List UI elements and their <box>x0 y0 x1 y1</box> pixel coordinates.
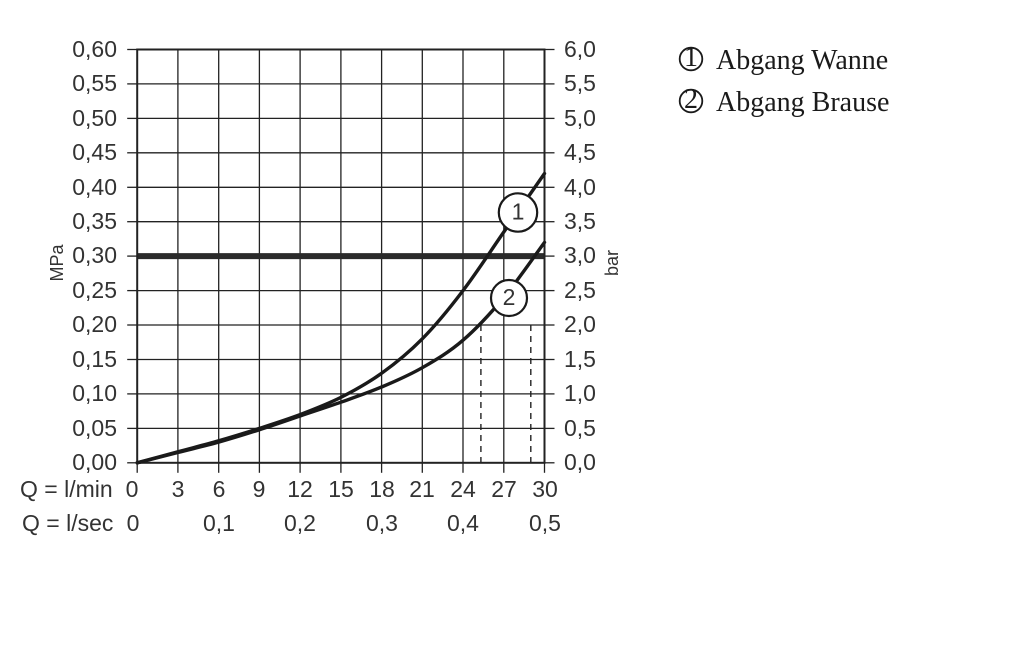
svg-text:0,1: 0,1 <box>203 510 235 536</box>
svg-text:0,4: 0,4 <box>447 510 479 536</box>
svg-text:Q = l/sec: Q = l/sec <box>22 510 113 536</box>
svg-text:3,5: 3,5 <box>564 208 596 234</box>
svg-text:MPa: MPa <box>47 244 67 282</box>
svg-text:0,10: 0,10 <box>72 380 117 406</box>
svg-text:Abgang Brause: Abgang Brause <box>716 87 889 118</box>
svg-text:0,15: 0,15 <box>72 346 117 372</box>
svg-text:0,05: 0,05 <box>72 415 117 441</box>
svg-text:0,40: 0,40 <box>72 174 117 200</box>
svg-text:Q = l/min: Q = l/min <box>20 476 113 502</box>
svg-text:6,0: 6,0 <box>564 36 596 62</box>
svg-text:15: 15 <box>328 476 354 502</box>
svg-text:1,0: 1,0 <box>564 380 596 406</box>
svg-text:bar: bar <box>602 250 622 276</box>
svg-text:1: 1 <box>512 199 525 225</box>
svg-text:30: 30 <box>532 476 558 502</box>
svg-text:0: 0 <box>127 510 140 536</box>
svg-text:0,45: 0,45 <box>72 139 117 165</box>
svg-text:0,3: 0,3 <box>366 510 398 536</box>
svg-text:0,0: 0,0 <box>564 449 596 475</box>
svg-text:12: 12 <box>287 476 313 502</box>
svg-text:5,0: 5,0 <box>564 105 596 131</box>
svg-text:0,5: 0,5 <box>529 510 561 536</box>
svg-text:0: 0 <box>126 476 139 502</box>
svg-text:9: 9 <box>253 476 266 502</box>
svg-text:Abgang Wanne: Abgang Wanne <box>716 45 888 76</box>
svg-text:27: 27 <box>491 476 517 502</box>
svg-text:2: 2 <box>503 284 516 310</box>
svg-text:24: 24 <box>450 476 476 502</box>
svg-text:0,5: 0,5 <box>564 415 596 441</box>
svg-text:0,50: 0,50 <box>72 105 117 131</box>
svg-text:4,5: 4,5 <box>564 139 596 165</box>
svg-text:18: 18 <box>369 476 395 502</box>
svg-text:1: 1 <box>684 42 698 73</box>
svg-text:3: 3 <box>172 476 185 502</box>
svg-text:1,5: 1,5 <box>564 346 596 372</box>
svg-text:2,5: 2,5 <box>564 277 596 303</box>
svg-text:0,25: 0,25 <box>72 277 117 303</box>
svg-text:3,0: 3,0 <box>564 242 596 268</box>
svg-text:0,00: 0,00 <box>72 449 117 475</box>
svg-text:4,0: 4,0 <box>564 174 596 200</box>
svg-text:0,60: 0,60 <box>72 36 117 62</box>
svg-text:21: 21 <box>409 476 435 502</box>
svg-text:5,5: 5,5 <box>564 70 596 96</box>
svg-text:0,35: 0,35 <box>72 208 117 234</box>
svg-text:0,2: 0,2 <box>284 510 316 536</box>
svg-text:2: 2 <box>684 84 698 115</box>
svg-text:6: 6 <box>213 476 226 502</box>
svg-text:0,30: 0,30 <box>72 242 117 268</box>
svg-text:0,20: 0,20 <box>72 311 117 337</box>
svg-text:0,55: 0,55 <box>72 70 117 96</box>
svg-text:2,0: 2,0 <box>564 311 596 337</box>
